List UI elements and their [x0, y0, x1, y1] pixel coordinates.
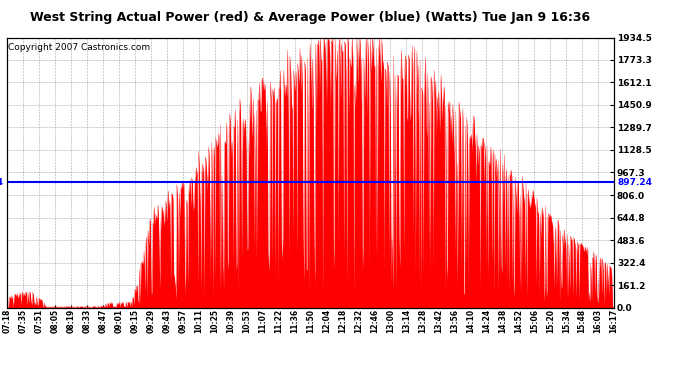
Text: West String Actual Power (red) & Average Power (blue) (Watts) Tue Jan 9 16:36: West String Actual Power (red) & Average… [30, 11, 591, 24]
Text: Copyright 2007 Castronics.com: Copyright 2007 Castronics.com [8, 43, 150, 52]
Text: 897.24: 897.24 [0, 178, 4, 187]
Text: 897.24: 897.24 [617, 178, 652, 187]
